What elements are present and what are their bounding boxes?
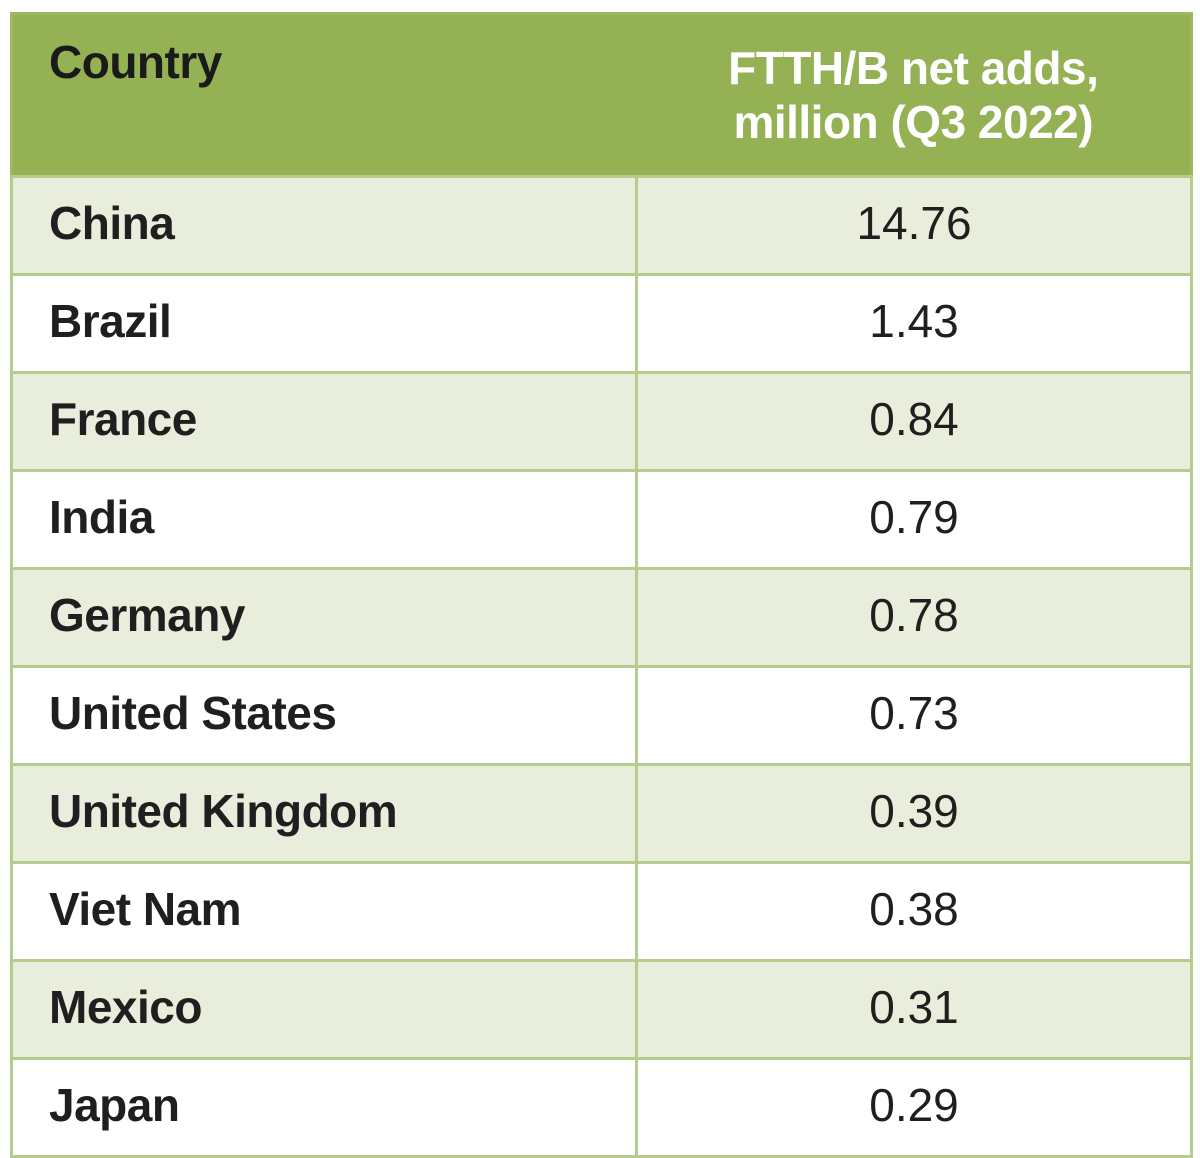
country-cell: Germany (10, 567, 638, 668)
value-cell: 0.31 (635, 959, 1193, 1060)
country-cell: United Kingdom (10, 763, 638, 864)
table-row: India 0.79 (10, 469, 1193, 570)
country-cell: Japan (10, 1057, 638, 1158)
header-row: Country FTTH/B net adds, million (Q3 202… (11, 13, 1192, 177)
value-cell: 0.73 (635, 665, 1193, 766)
value-cell: 0.39 (635, 763, 1193, 864)
table-row: Mexico 0.31 (10, 959, 1193, 1060)
table-row: United States 0.73 (10, 665, 1193, 766)
table-row: China 14.76 (10, 175, 1193, 276)
table-row: Viet Nam 0.38 (10, 861, 1193, 962)
data-table: Country FTTH/B net adds, million (Q3 202… (10, 12, 1193, 1158)
table-body: China 14.76 Brazil 1.43 France 0.84 Indi… (10, 175, 1193, 1158)
country-cell: Viet Nam (10, 861, 638, 962)
country-cell: India (10, 469, 638, 570)
value-cell: 0.29 (635, 1057, 1193, 1158)
table-row: Germany 0.78 (10, 567, 1193, 668)
value-cell: 0.79 (635, 469, 1193, 570)
country-cell: Mexico (10, 959, 638, 1060)
table-row: France 0.84 (10, 371, 1193, 472)
column-header-country: Country (11, 13, 637, 177)
country-cell: China (10, 175, 638, 276)
table-row: United Kingdom 0.39 (10, 763, 1193, 864)
value-cell: 14.76 (635, 175, 1193, 276)
value-cell: 1.43 (635, 273, 1193, 374)
country-cell: United States (10, 665, 638, 766)
value-cell: 0.84 (635, 371, 1193, 472)
column-header-value: FTTH/B net adds, million (Q3 2022) (636, 13, 1192, 177)
table-header: Country FTTH/B net adds, million (Q3 202… (11, 13, 1192, 177)
table-row: Japan 0.29 (10, 1057, 1193, 1158)
table-row: Brazil 1.43 (10, 273, 1193, 374)
value-cell: 0.78 (635, 567, 1193, 668)
ftth-net-adds-table: Country FTTH/B net adds, million (Q3 202… (10, 12, 1193, 1158)
value-cell: 0.38 (635, 861, 1193, 962)
country-cell: Brazil (10, 273, 638, 374)
country-cell: France (10, 371, 638, 472)
